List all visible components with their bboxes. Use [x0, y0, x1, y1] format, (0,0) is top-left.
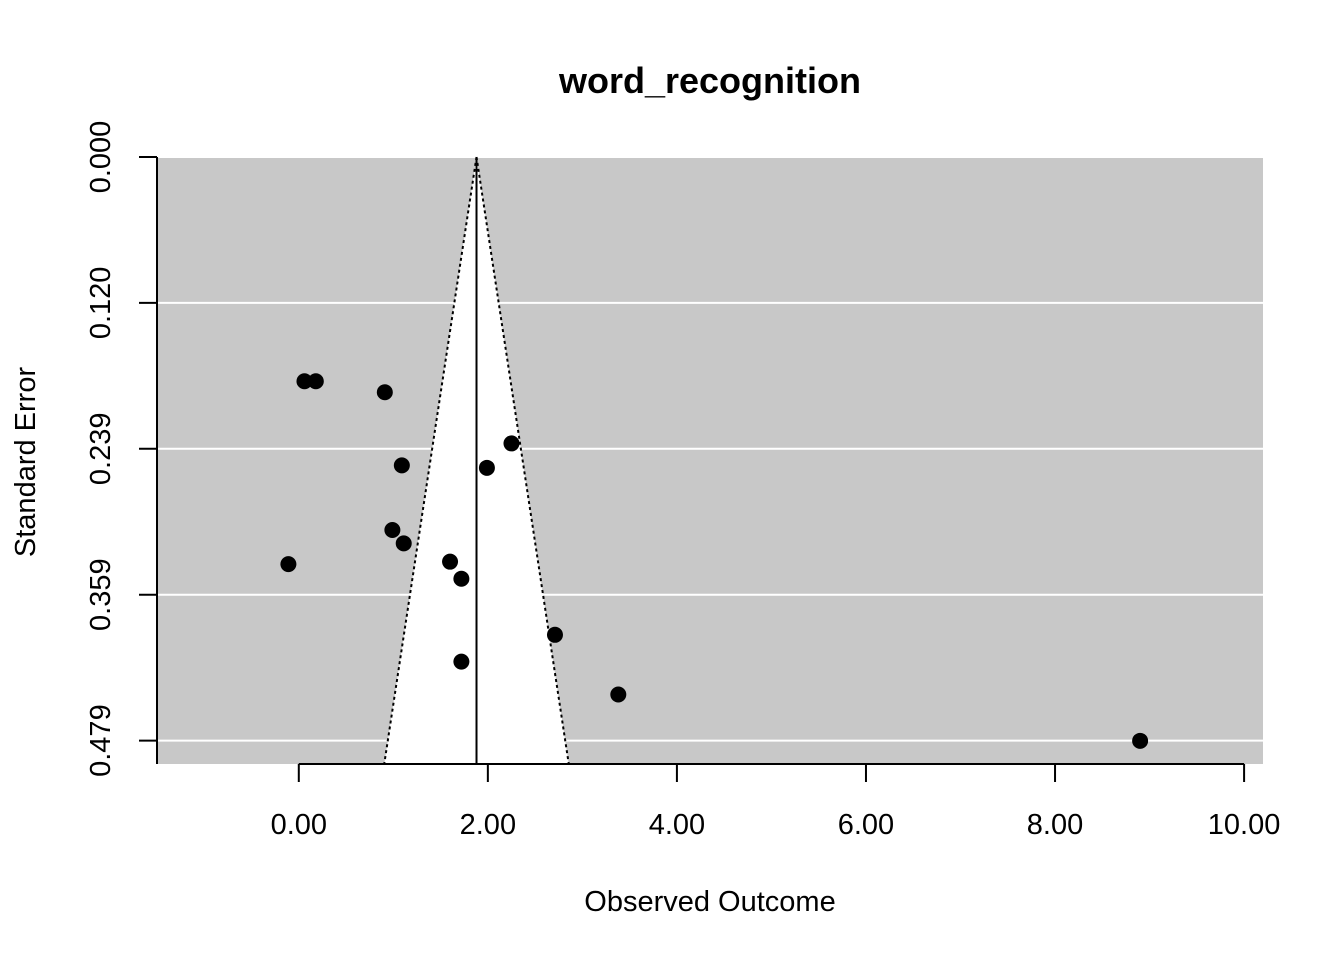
- y-axis: 0.000 0.120 0.239 0.359 0.479: [85, 121, 158, 777]
- data-point-10: [453, 570, 470, 587]
- data-point-11: [546, 626, 563, 643]
- plot-background: [157, 157, 1263, 764]
- data-point-9: [442, 553, 459, 570]
- funnel-right-line: [475, 156, 570, 765]
- x-axis: 0.00 2.00 4.00 6.00 8.00 10.00: [271, 763, 1281, 841]
- data-point-3: [503, 435, 520, 452]
- study-points: [280, 373, 1149, 749]
- funnel-left-line: [383, 156, 478, 765]
- data-point-7: [395, 535, 412, 552]
- x-tick-label-3: 6.00: [838, 809, 894, 841]
- x-tick-label-4: 8.00: [1027, 809, 1083, 841]
- gridlines: [157, 156, 1263, 742]
- funnel-boundary-lines: [383, 156, 570, 765]
- y-axis-label: Standard Error: [10, 367, 42, 558]
- data-point-6: [384, 521, 401, 538]
- x-tick-label-0: 0.00: [271, 809, 327, 841]
- chart-title: word_recognition: [558, 60, 861, 101]
- data-point-4: [393, 457, 410, 474]
- data-point-0: [296, 373, 313, 390]
- data-point-2: [376, 384, 393, 401]
- data-point-8: [280, 556, 297, 573]
- data-point-1: [307, 373, 324, 390]
- y-tick-label-2: 0.239: [85, 413, 117, 486]
- x-axis-label: Observed Outcome: [584, 886, 835, 918]
- y-tick-label-0: 0.000: [85, 121, 117, 194]
- x-tick-label-1: 2.00: [460, 809, 516, 841]
- data-point-14: [1132, 732, 1149, 749]
- y-tick-label-1: 0.120: [85, 267, 117, 340]
- y-tick-label-3: 0.359: [85, 558, 117, 631]
- data-point-13: [610, 686, 627, 703]
- y-tick-label-4: 0.479: [85, 704, 117, 777]
- data-point-12: [453, 653, 470, 670]
- x-tick-label-5: 10.00: [1208, 809, 1281, 841]
- x-tick-label-2: 4.00: [649, 809, 705, 841]
- data-point-5: [478, 459, 495, 476]
